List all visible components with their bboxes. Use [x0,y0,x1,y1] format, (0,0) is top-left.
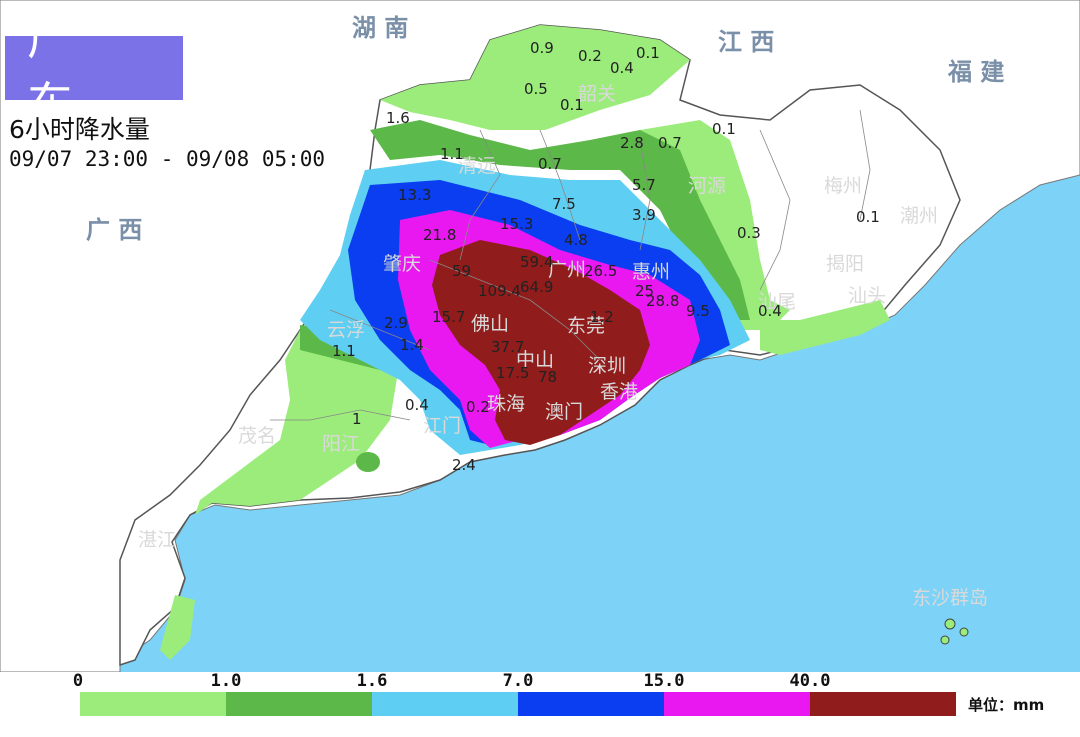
island [940,635,950,645]
rainfall-value: 109.4 [478,282,521,300]
rainfall-value: 2.8 [620,134,644,152]
rainfall-value: 4.8 [564,231,588,249]
rainfall-value: 21.8 [423,226,456,244]
city-label: 阳江 [322,433,360,455]
city-label: 广州 [548,259,586,281]
rainfall-value: 0.9 [530,39,554,57]
rain-zone-1-1.6-spot [356,452,380,472]
city-label: 惠州 [632,261,670,283]
rainfall-value: 0.4 [610,59,634,77]
legend-unit: 单位：mm [968,696,1045,714]
city-label: 澳门 [545,401,583,423]
rain-zone-1-1.6 [370,120,750,320]
rain-zone-40-plus [432,240,650,445]
rain-zone-0-1 [380,25,690,130]
city-label: 揭阳 [826,253,864,275]
legend-swatch-2 [372,692,518,716]
province-label-fujian: 福 建 [947,58,1004,86]
legend-swatch-0 [80,692,226,716]
city-label: 肇庆 [383,253,421,275]
city-label: 河源 [688,175,726,197]
rain-zone-0-1-west [195,330,400,515]
rainfall-value: 0.1 [636,44,660,62]
rainfall-value: 0.7 [658,134,682,152]
rainfall-value: 1.4 [400,336,424,354]
rainfall-value: 78 [538,368,557,386]
province-label-guangxi: 广 西 [86,216,142,244]
province-label-jiangxi: 江 西 [718,28,774,56]
rainfall-value: 0.1 [560,96,584,114]
rainfall-value: 0.1 [856,208,880,226]
rainfall-value: 0.2 [466,398,490,416]
rainfall-value: 3.9 [632,206,656,224]
city-label: 香港 [600,381,638,403]
map-title: 广 东 [27,11,99,131]
legend-tick: 1.6 [356,671,388,691]
rainfall-value: 0.2 [578,47,602,65]
city-label: 梅州 [824,175,862,197]
legend-tick: 1.0 [210,671,242,691]
city-label: 东莞 [567,315,605,337]
city-label: 清远 [458,155,496,177]
city-label: 湛江 [138,529,176,551]
rainfall-value: 0.4 [758,302,782,320]
city-label: 深圳 [588,355,626,377]
rainfall-value: 64.9 [520,278,553,296]
island [944,618,956,630]
legend-tick: 7.0 [502,671,534,691]
city-label: 韶关 [578,83,616,105]
legend-swatch-5 [810,692,956,716]
rainfall-value: 1 [352,410,362,428]
rainfall-value: 0.4 [405,396,429,414]
rainfall-value: 1.6 [386,109,410,127]
rain-zone-0-1-coast [760,300,890,355]
rainfall-value: 1.2 [590,308,614,326]
city-label: 汕尾 [758,291,796,313]
city-label: 江门 [423,415,461,437]
rainfall-value: 0.5 [524,80,548,98]
city-label: 云浮 [327,319,365,341]
title-box: 广 东 [5,11,183,131]
rainfall-value: 0.3 [737,224,761,242]
province-label-hunan: 湖 南 [352,14,408,42]
rainfall-value: 28.8 [646,292,679,310]
rainfall-value: 59 [452,262,471,280]
rainfall-value: 9.5 [686,302,710,320]
rainfall-value: 13.3 [398,186,431,204]
rainfall-value: 37.7 [491,338,524,356]
rainfall-value: 0.1 [712,120,736,138]
rainfall-value: 17.5 [496,364,529,382]
rainfall-value: 25 [635,282,654,300]
rainfall-value: 59.4 [520,253,553,271]
city-label: 佛山 [471,313,509,335]
rainfall-value: 2.9 [384,314,408,332]
city-borders [270,109,871,421]
city-label: 潮州 [900,205,938,227]
city-label: 中山 [516,349,554,371]
map-subtitle: 6小时降水量 [9,115,150,144]
rainfall-value: 15.7 [432,308,465,326]
legend-tick: 0 [72,671,84,691]
city-label: 汕头 [848,285,886,307]
rainfall-value: 0.7 [538,155,562,173]
rainfall-value: 26.5 [584,262,617,280]
legend-tick: 40.0 [789,671,831,691]
city-label: 东沙群岛 [912,587,988,609]
rainfall-value: 2.4 [452,456,476,474]
legend-swatch-3 [518,692,664,716]
legend-tick: 15.0 [643,671,685,691]
rainfall-value: 7.5 [552,195,576,213]
rainfall-value: 1.1 [332,342,356,360]
city-label: 珠海 [487,393,525,415]
rainfall-value: 5.7 [632,176,656,194]
island [959,627,969,637]
time-period: 09/07 23:00 - 09/08 05:00 [9,147,326,171]
rainfall-value: 15.3 [500,215,533,233]
rain-zone-0-1-south [160,595,195,660]
city-label: 茂名 [238,425,276,447]
rainfall-value: 1.1 [440,145,464,163]
legend-swatch-1 [226,692,372,716]
legend-swatch-4 [664,692,810,716]
